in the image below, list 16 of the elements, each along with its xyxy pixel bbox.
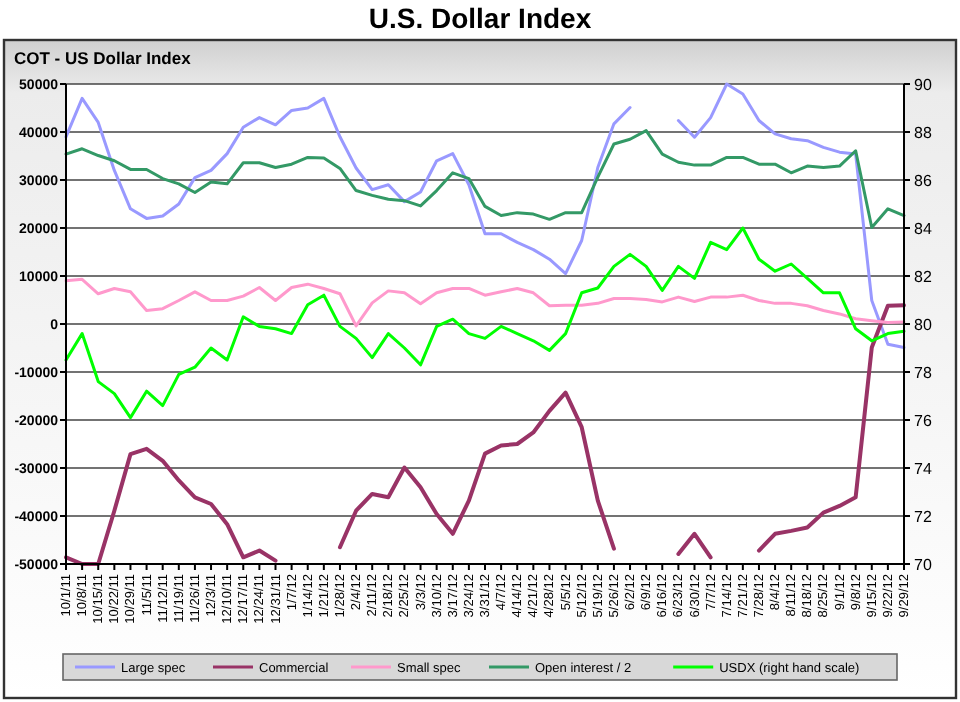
y2-tick-label: 72 xyxy=(914,507,933,526)
chart-subtitle: COT - US Dollar Index xyxy=(14,48,192,68)
y2-tick-label: 88 xyxy=(914,123,933,142)
y2-tick-label: 90 xyxy=(914,75,933,94)
line-series xyxy=(64,277,906,328)
line-series xyxy=(64,129,906,230)
y2-tick-label: 78 xyxy=(914,363,933,382)
y2-tick-label: 86 xyxy=(914,171,933,190)
y2-tick-label: 84 xyxy=(914,219,933,238)
y2-tick-label: 70 xyxy=(914,555,933,574)
y2-tick-label: 82 xyxy=(914,267,933,286)
y2-tick-label: 76 xyxy=(914,411,933,430)
y2-tick-label: 80 xyxy=(914,315,933,334)
chart-title: U.S. Dollar Index xyxy=(368,2,592,34)
line-series xyxy=(64,226,906,420)
y2-tick-label: 74 xyxy=(914,459,933,478)
